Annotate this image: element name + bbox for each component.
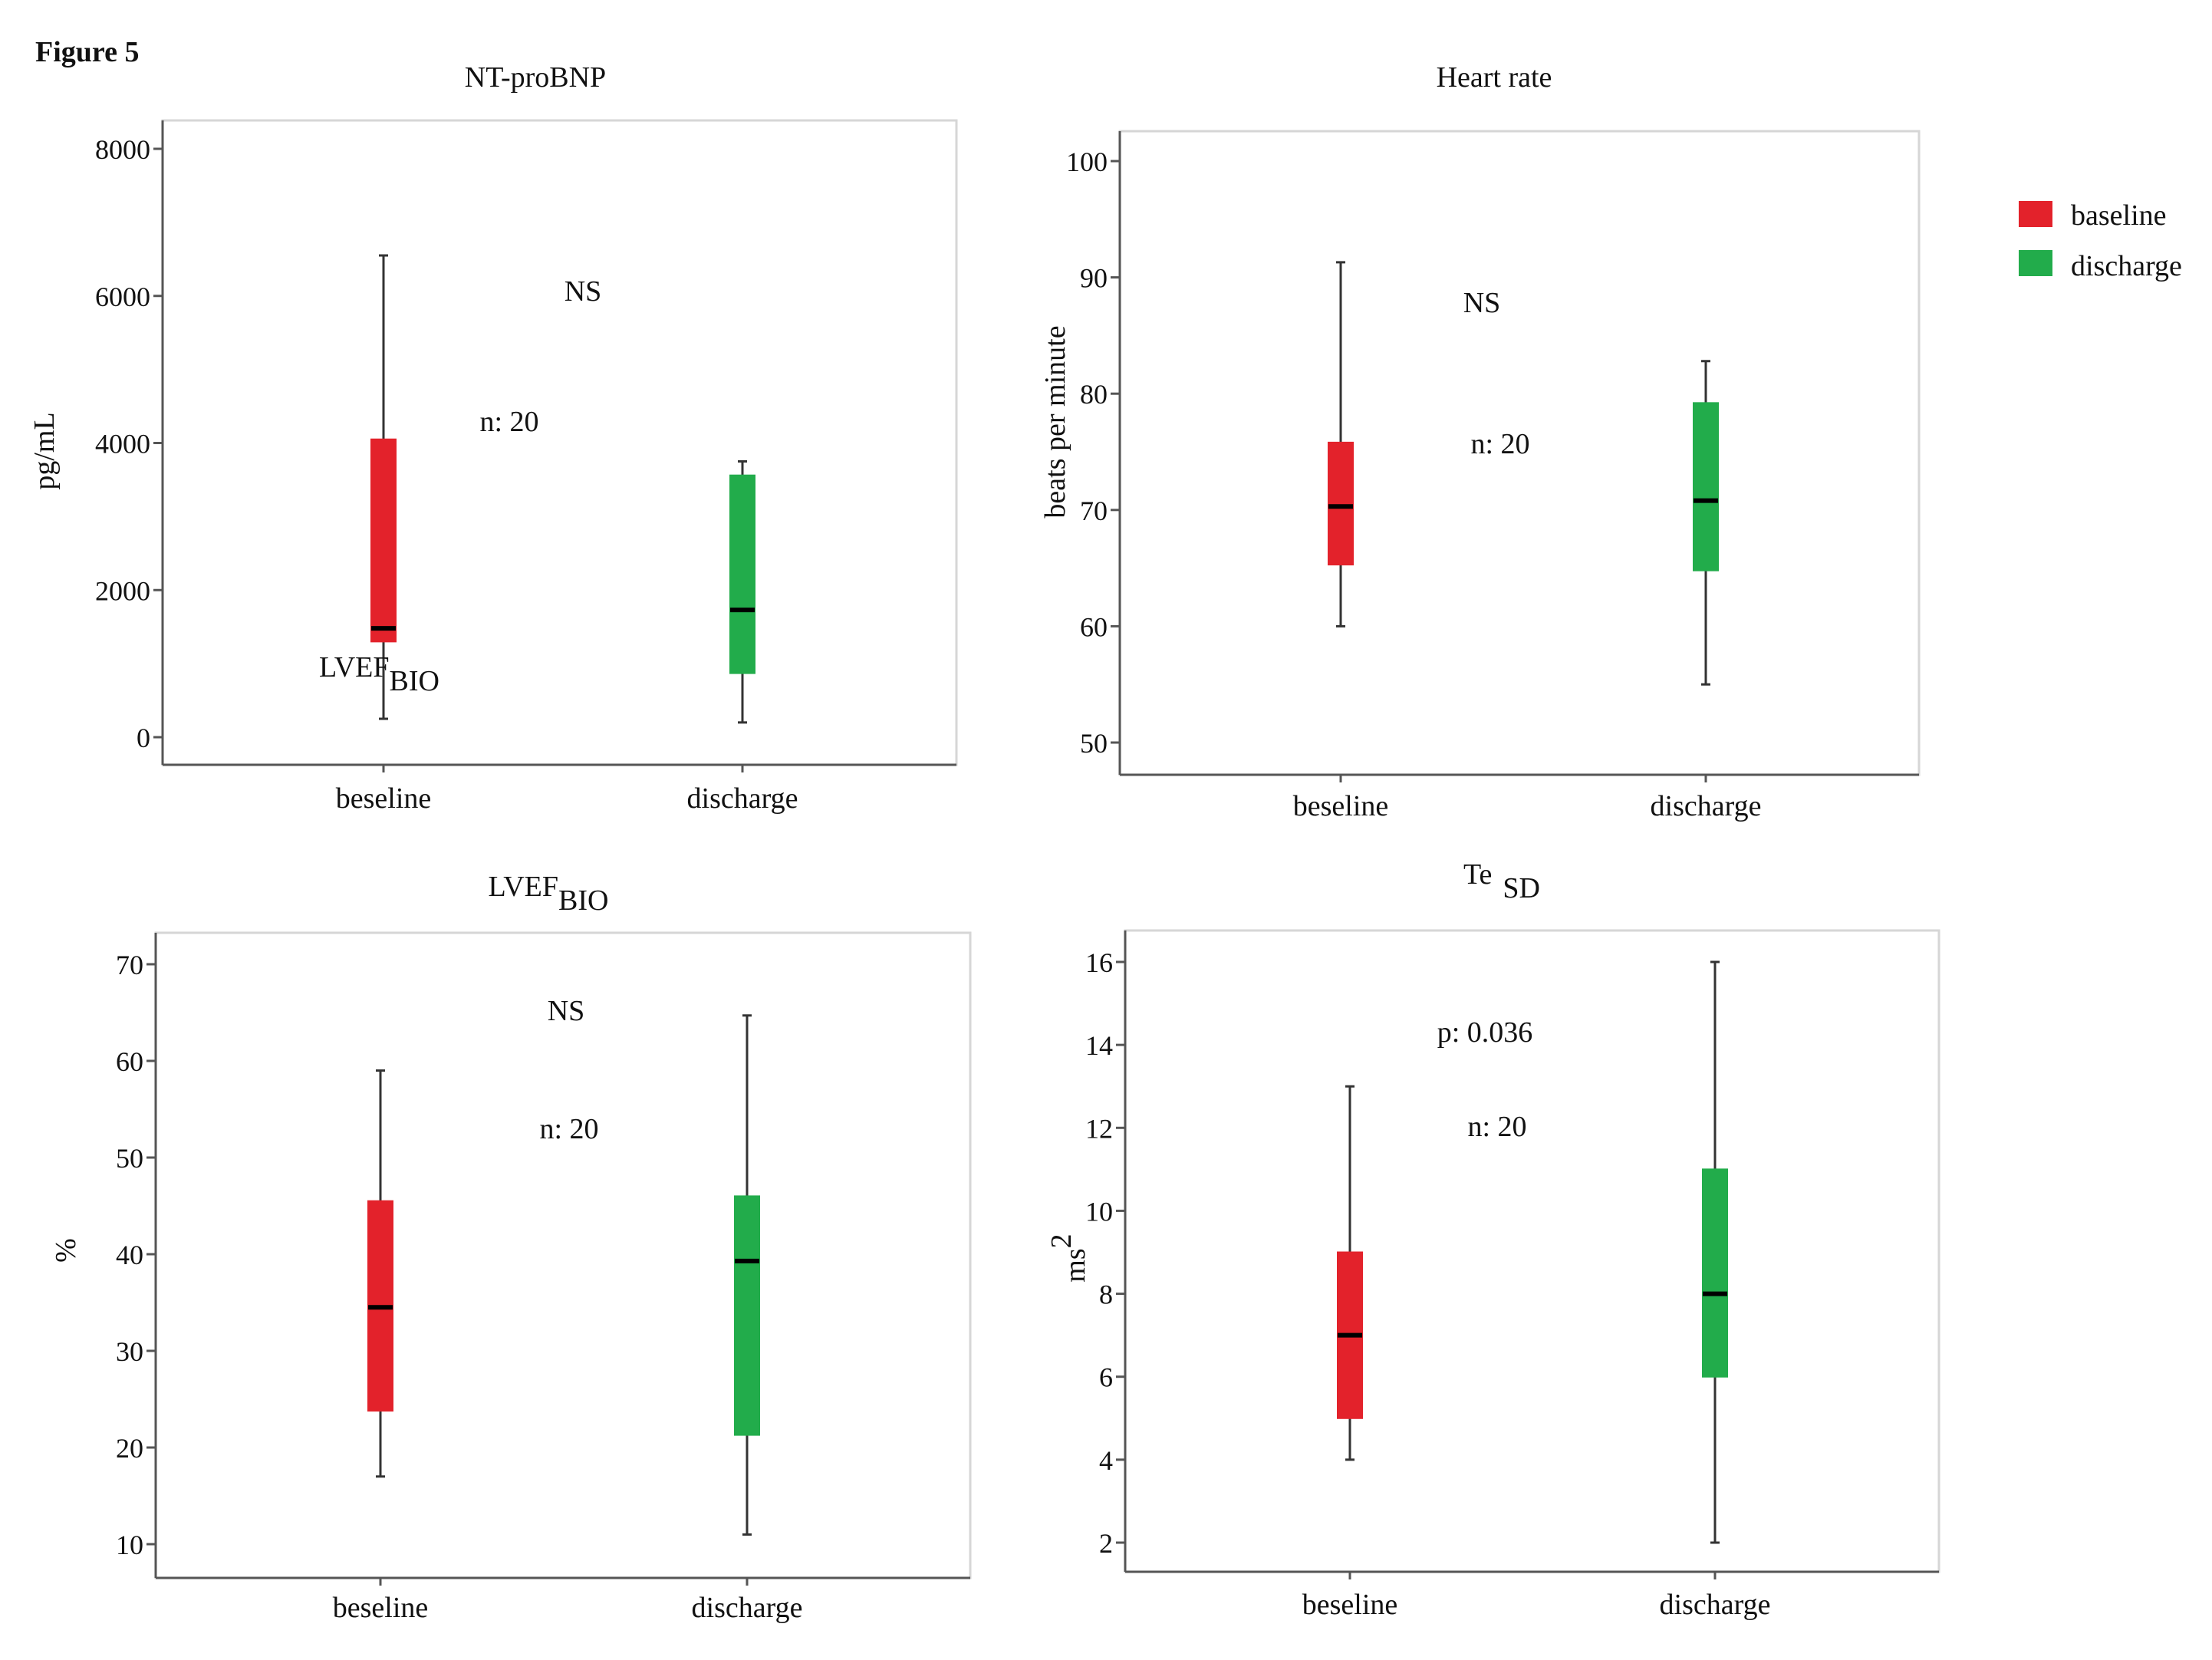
test-annotation: NS — [1463, 287, 1501, 319]
y-tick-label: 60 — [116, 1046, 143, 1077]
legend: baseline discharge — [2019, 199, 2182, 282]
panel-lvef-bio: LVEFBIO % 10 20 30 40 50 60 70 beseline discharg… — [50, 871, 972, 1624]
y-tick-label: 6000 — [95, 282, 150, 312]
y-tick-label: 2 — [1099, 1528, 1113, 1559]
y-tick-label: 14 — [1085, 1030, 1113, 1061]
title-sub: SD — [1503, 872, 1540, 904]
y-tick-label: 0 — [137, 723, 150, 753]
panel-heart-rate: Heart rate beats per minute 50 60 70 80 90 10… — [1039, 61, 1921, 822]
panel-title: Heart rate — [1437, 61, 1552, 94]
plot-frame — [1124, 929, 1940, 1573]
y-tick-label: 8000 — [95, 134, 150, 165]
y-tick-label: 6 — [1099, 1362, 1113, 1393]
plot-frame — [1118, 130, 1921, 776]
box-discharge — [1693, 402, 1719, 571]
ylabel-main: beats per minute — [1039, 325, 1071, 518]
x-tick-label: discharge — [687, 782, 798, 815]
n-annotation: n: 20 — [539, 1113, 598, 1145]
ylabel-main: % — [50, 1238, 82, 1263]
title-main: NT-proBNP — [465, 61, 606, 94]
y-axis-label: beats per minute — [1039, 325, 1071, 518]
extra-label-main: LVEF — [319, 651, 390, 683]
x-tick-label: discharge — [692, 1592, 803, 1624]
y-tick-label: 10 — [116, 1530, 143, 1560]
y-tick-label: 30 — [116, 1336, 143, 1367]
y-tick-label: 10 — [1085, 1196, 1113, 1227]
y-tick-label: 70 — [1080, 496, 1108, 526]
box-discharge — [734, 1195, 760, 1436]
extra-label-sub: BIO — [390, 665, 439, 697]
box-discharge — [1702, 1168, 1728, 1378]
legend-label-baseline: baseline — [2071, 199, 2167, 232]
y-tick-label: 50 — [1080, 728, 1108, 759]
x-tick-label: beseline — [336, 782, 432, 815]
panel-title: NT-proBNP — [465, 61, 606, 94]
x-tick-label: beseline — [1293, 790, 1389, 822]
n-annotation: n: 20 — [1467, 1111, 1526, 1143]
y-tick-label: 70 — [116, 950, 143, 980]
y-axis-label: % — [50, 1238, 82, 1263]
lvef-bio-label: LVEFBIO — [319, 651, 439, 697]
n-annotation: n: 20 — [1470, 428, 1529, 460]
box-discharge — [729, 474, 755, 674]
title-main: Heart rate — [1437, 61, 1552, 94]
x-tick-label: discharge — [1651, 790, 1762, 822]
panel-title: Te SD — [1463, 858, 1540, 904]
x-tick-label: beseline — [1302, 1589, 1398, 1621]
ylabel-sup: 2 — [1045, 1233, 1078, 1248]
test-annotation: NS — [565, 275, 602, 308]
y-tick-label: 16 — [1085, 947, 1113, 978]
y-tick-label: 20 — [116, 1433, 143, 1464]
title-main: Te — [1463, 858, 1492, 891]
legend-swatch-discharge — [2019, 250, 2052, 276]
y-tick-label: 4000 — [95, 429, 150, 459]
y-tick-label: 60 — [1080, 611, 1108, 642]
y-tick-label: 50 — [116, 1143, 143, 1174]
test-annotation: p: 0.036 — [1437, 1016, 1533, 1049]
plot-frame — [161, 119, 958, 766]
title-sub: BIO — [558, 884, 608, 917]
y-tick-label: 40 — [116, 1240, 143, 1270]
y-axis-label: pg/mL — [28, 412, 61, 489]
figure-label: Figure 5 — [35, 36, 139, 68]
panel-ntprobnp: NT-proBNP pg/mL 0 2000 4000 6000 8000 beselin… — [28, 61, 958, 815]
n-annotation: n: 20 — [479, 406, 538, 438]
y-tick-label: 4 — [1099, 1445, 1113, 1476]
box-baseline — [1328, 441, 1354, 566]
test-annotation: NS — [548, 995, 585, 1027]
y-tick-label: 8 — [1099, 1280, 1113, 1310]
ylabel-main: ms — [1059, 1248, 1091, 1282]
panel-title: LVEFBIO — [489, 871, 609, 917]
ylabel-main: pg/mL — [28, 412, 61, 489]
y-axis-label: ms2 — [1045, 1233, 1091, 1282]
y-tick-label: 100 — [1066, 147, 1108, 177]
y-tick-label: 2000 — [95, 575, 150, 606]
plot-frame — [154, 931, 972, 1579]
y-tick-label: 12 — [1085, 1113, 1113, 1144]
x-tick-label: beseline — [333, 1592, 429, 1624]
title-main: LVEF — [489, 871, 559, 903]
legend-swatch-baseline — [2019, 201, 2052, 227]
x-tick-label: discharge — [1660, 1589, 1771, 1621]
legend-label-discharge: discharge — [2071, 250, 2182, 282]
y-tick-label: 80 — [1080, 379, 1108, 410]
y-tick-label: 90 — [1080, 263, 1108, 294]
box-baseline — [370, 438, 397, 643]
